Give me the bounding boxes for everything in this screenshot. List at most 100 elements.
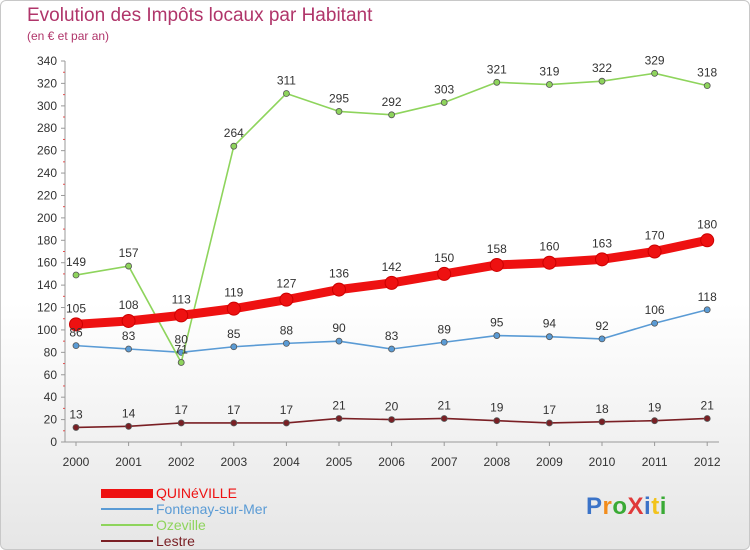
- data-point: [493, 78, 501, 86]
- data-label: 13: [69, 407, 83, 421]
- data-point: [230, 419, 238, 427]
- y-tick-label: 280: [37, 121, 57, 135]
- y-tick-label: 80: [44, 345, 58, 359]
- y-tick-label: 120: [37, 301, 57, 315]
- data-point: [388, 111, 396, 119]
- data-point: [72, 342, 80, 350]
- data-point: [489, 257, 504, 272]
- x-tick-label: 2006: [378, 455, 405, 469]
- y-tick-label: 320: [37, 76, 57, 90]
- logo-letter: r: [602, 493, 613, 520]
- data-point: [72, 424, 80, 431]
- data-label: 163: [592, 236, 612, 250]
- legend-label: Lestre: [156, 533, 195, 549]
- x-tick-label: 2008: [483, 455, 510, 469]
- y-tick-label: 300: [37, 99, 57, 113]
- y-tick-label: 0: [50, 435, 57, 449]
- data-point: [546, 419, 553, 427]
- chart-title: Evolution des Impôts locaux par Habitant: [27, 5, 373, 26]
- data-label: 17: [280, 403, 294, 417]
- legend-label: Ozeville: [156, 517, 206, 533]
- data-point: [282, 339, 290, 347]
- x-tick-label: 2010: [589, 455, 616, 469]
- data-label: 321: [487, 62, 507, 76]
- x-tick-label: 2003: [220, 455, 247, 469]
- data-label: 142: [382, 260, 402, 274]
- logo-letter: o: [612, 493, 628, 520]
- data-point: [703, 415, 711, 422]
- logo-letter: i: [644, 493, 652, 520]
- data-label: 105: [66, 301, 86, 315]
- legend-label: QUINéVILLE: [156, 485, 237, 501]
- y-tick-label: 60: [44, 368, 58, 382]
- data-point: [72, 271, 80, 279]
- data-label: 89: [438, 322, 452, 336]
- legend-swatch: [101, 524, 153, 526]
- data-point: [440, 99, 448, 106]
- y-tick-label: 240: [37, 166, 57, 180]
- data-label: 160: [539, 240, 559, 254]
- y-tick-label: 260: [37, 144, 57, 158]
- data-label: 18: [595, 402, 609, 416]
- data-label: 71: [175, 342, 189, 356]
- legend-swatch: [101, 540, 153, 542]
- y-tick-label: 220: [37, 188, 57, 202]
- legend-swatch: [101, 488, 153, 498]
- data-label: 303: [434, 82, 454, 96]
- x-tick-label: 2001: [115, 455, 142, 469]
- data-label: 150: [434, 251, 454, 265]
- data-label: 17: [227, 403, 241, 417]
- x-tick-label: 2012: [694, 455, 721, 469]
- data-label: 94: [543, 317, 557, 331]
- data-label: 19: [648, 401, 662, 415]
- y-tick-label: 40: [44, 390, 58, 404]
- data-point: [703, 82, 711, 90]
- data-label: 295: [329, 91, 349, 105]
- data-point: [230, 142, 238, 150]
- y-tick-label: 180: [37, 233, 57, 247]
- data-label: 322: [592, 61, 612, 75]
- data-point: [125, 345, 132, 353]
- data-label: 21: [438, 398, 452, 412]
- data-label: 158: [487, 242, 507, 256]
- data-point: [542, 255, 557, 270]
- data-label: 113: [172, 292, 191, 306]
- data-point: [440, 415, 448, 422]
- data-point: [598, 335, 606, 343]
- data-label: 157: [119, 246, 139, 260]
- x-tick-label: 2007: [431, 455, 458, 469]
- data-point: [493, 417, 501, 425]
- data-label: 108: [119, 298, 139, 312]
- data-label: 80: [175, 332, 189, 346]
- data-point: [282, 90, 290, 97]
- data-label: 21: [701, 398, 715, 412]
- x-tick-label: 2004: [273, 455, 300, 469]
- data-label: 136: [329, 267, 349, 281]
- y-tick-label: 340: [37, 54, 57, 68]
- data-label: 14: [122, 406, 136, 420]
- data-label: 85: [227, 327, 241, 341]
- data-point: [177, 419, 185, 427]
- data-point: [546, 81, 553, 88]
- data-point: [125, 262, 132, 270]
- data-point: [703, 306, 711, 314]
- data-point: [332, 282, 346, 297]
- data-label: 83: [122, 329, 136, 343]
- data-point: [647, 244, 662, 259]
- logo-letter: t: [651, 493, 660, 520]
- data-point: [651, 69, 658, 77]
- data-point: [226, 301, 241, 316]
- data-point: [177, 359, 185, 366]
- y-tick-label: 200: [37, 211, 57, 225]
- data-point: [125, 422, 132, 430]
- data-point: [440, 338, 448, 346]
- proxiti-logo: ProXiti: [586, 493, 667, 521]
- y-tick-label: 100: [37, 323, 57, 337]
- data-label: 106: [645, 303, 665, 317]
- data-label: 95: [490, 316, 504, 330]
- data-label: 318: [697, 66, 717, 80]
- data-point: [335, 415, 343, 422]
- data-label: 311: [277, 73, 296, 87]
